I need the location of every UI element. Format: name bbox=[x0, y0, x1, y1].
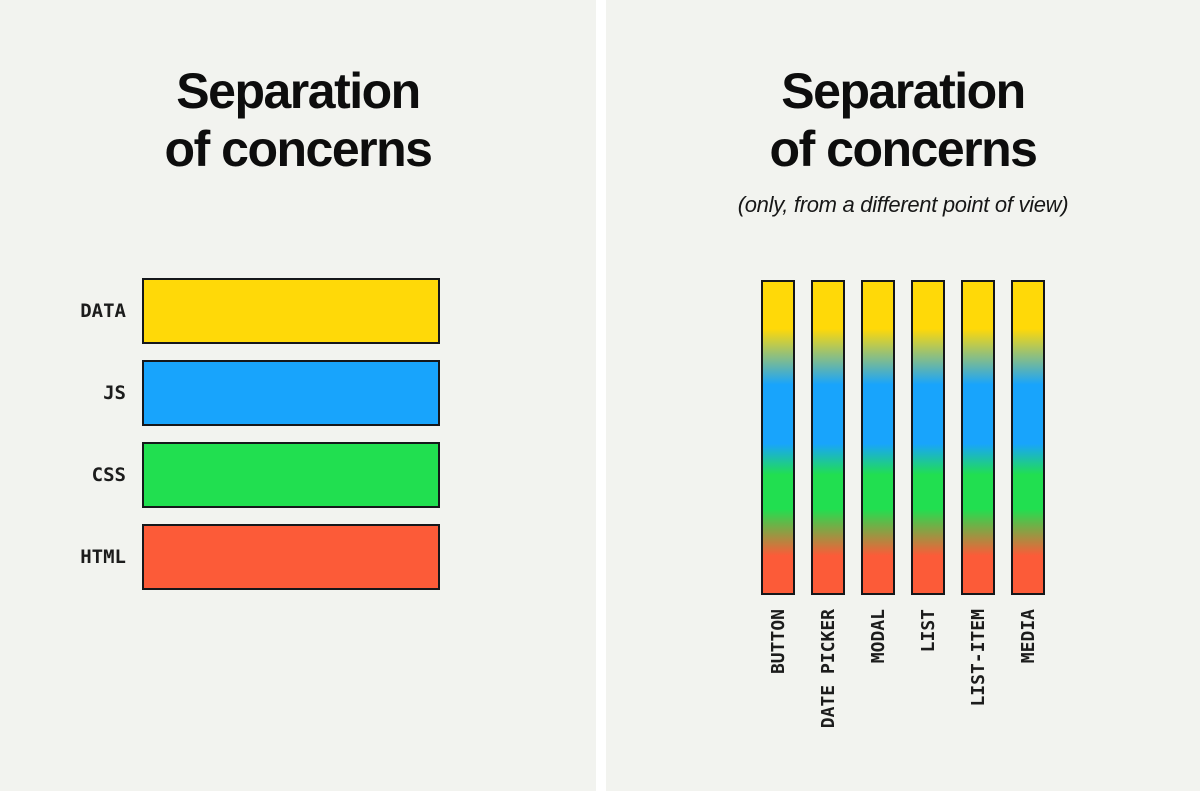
layer-bar-js bbox=[142, 360, 440, 426]
layer-row-js: JS bbox=[46, 360, 440, 426]
components-chart: BUTTON DATE PICKER MODAL LIST LIST-ITEM … bbox=[606, 280, 1200, 764]
left-title-line2: of concerns bbox=[164, 121, 433, 177]
component-bar-media bbox=[1011, 280, 1045, 595]
component-bars bbox=[761, 280, 1045, 595]
panel-divider bbox=[596, 0, 606, 791]
left-panel: Separation of concerns DATA JS CSS HTML bbox=[0, 0, 596, 791]
layer-label-js: JS bbox=[103, 382, 126, 404]
layer-label-data: DATA bbox=[80, 300, 126, 322]
layer-label-html: HTML bbox=[80, 546, 126, 568]
component-bar-list bbox=[911, 280, 945, 595]
component-bar-modal bbox=[861, 280, 895, 595]
layer-bar-data bbox=[142, 278, 440, 344]
layer-bar-css bbox=[142, 442, 440, 508]
component-label-list-item: LIST-ITEM bbox=[967, 609, 989, 707]
right-title-line2: of concerns bbox=[769, 121, 1038, 177]
left-panel-title: Separation of concerns bbox=[0, 62, 596, 178]
component-label-media: MEDIA bbox=[1017, 609, 1039, 664]
component-label-button: BUTTON bbox=[767, 609, 789, 675]
component-labels: BUTTON DATE PICKER MODAL LIST LIST-ITEM … bbox=[761, 609, 1045, 764]
component-label-date-picker: DATE PICKER bbox=[817, 609, 839, 729]
layer-row-css: CSS bbox=[46, 442, 440, 508]
layers-chart: DATA JS CSS HTML bbox=[46, 278, 440, 590]
layer-row-html: HTML bbox=[46, 524, 440, 590]
component-bar-list-item bbox=[961, 280, 995, 595]
component-bar-button bbox=[761, 280, 795, 595]
layer-row-data: DATA bbox=[46, 278, 440, 344]
layer-label-css: CSS bbox=[91, 464, 126, 486]
right-panel-title: Separation of concerns bbox=[606, 62, 1200, 178]
component-label-list: LIST bbox=[917, 609, 939, 653]
right-panel: Separation of concerns (only, from a diff… bbox=[606, 0, 1200, 791]
component-label-modal: MODAL bbox=[867, 609, 889, 664]
left-title-line1: Separation bbox=[176, 63, 421, 119]
right-panel-subtitle: (only, from a different point of view) bbox=[737, 192, 1069, 217]
component-bar-date-picker bbox=[811, 280, 845, 595]
layer-bar-html bbox=[142, 524, 440, 590]
right-title-line1: Separation bbox=[781, 63, 1026, 119]
